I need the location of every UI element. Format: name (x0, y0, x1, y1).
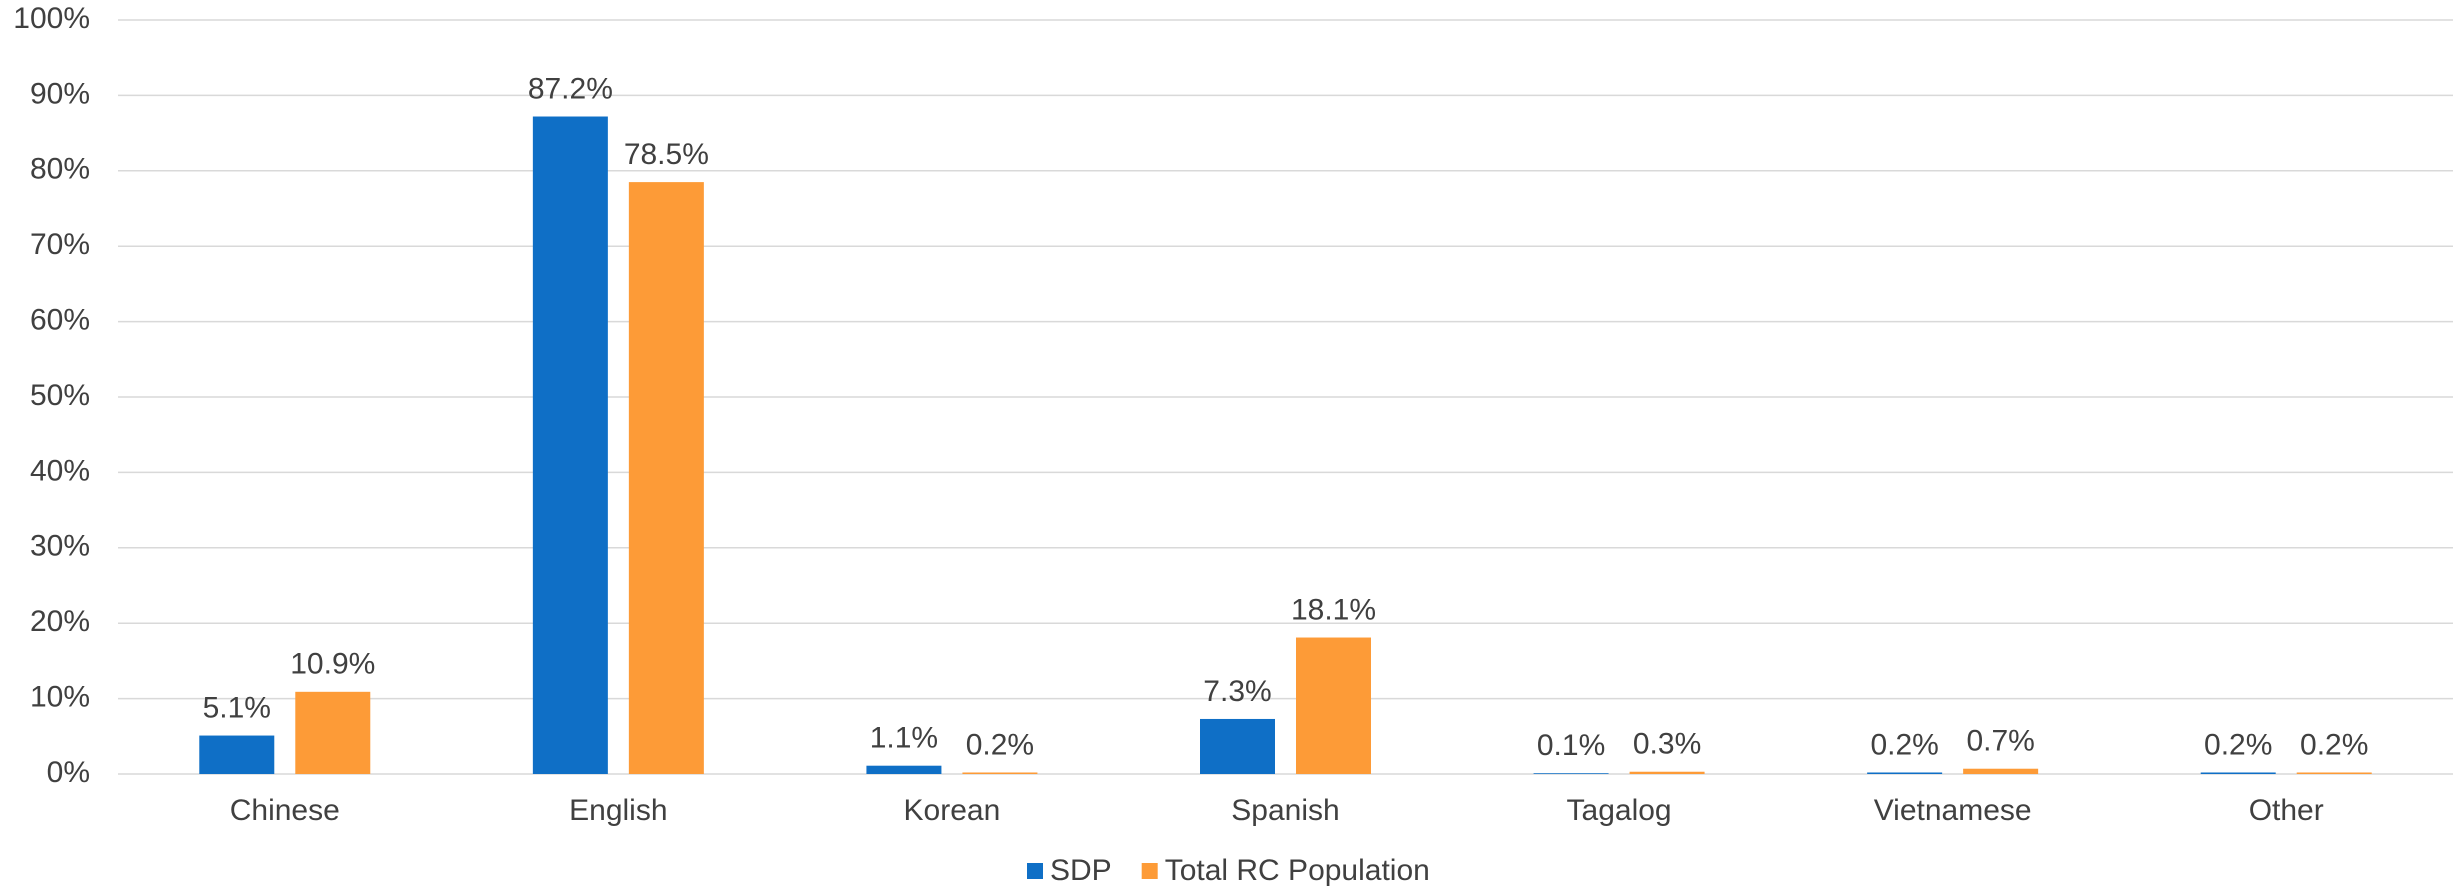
bar (1629, 771, 1705, 774)
legend-label: SDP (1050, 854, 1112, 887)
data-label: 87.2% (528, 72, 613, 105)
bar (1963, 768, 2039, 774)
bar (295, 691, 371, 774)
y-tick-label: 70% (30, 228, 90, 261)
y-tick-label: 20% (30, 605, 90, 638)
data-label: 78.5% (624, 138, 709, 171)
bar (2200, 772, 2276, 774)
data-label: 0.2% (1870, 728, 1938, 761)
x-tick-label: Vietnamese (1874, 794, 2032, 827)
x-tick-label: Korean (904, 794, 1001, 827)
data-label: 0.2% (966, 728, 1034, 761)
data-label: 7.3% (1203, 675, 1271, 708)
legend-swatch (1027, 863, 1043, 879)
bar (199, 735, 275, 774)
bar (532, 116, 608, 774)
bar (2296, 772, 2372, 774)
data-label: 18.1% (1291, 593, 1376, 626)
data-label: 0.1% (1537, 729, 1605, 762)
bar (1200, 718, 1275, 774)
x-tick-label: Chinese (230, 794, 340, 827)
x-tick-label: English (569, 794, 667, 827)
y-tick-label: 50% (30, 379, 90, 412)
y-tick-label: 60% (30, 304, 90, 337)
data-label: 5.1% (203, 691, 271, 724)
data-label: 0.2% (2204, 728, 2272, 761)
bar (962, 772, 1038, 774)
legend-label: Total RC Population (1165, 854, 1430, 887)
y-tick-label: 30% (30, 530, 90, 563)
x-tick-label: Other (2249, 794, 2324, 827)
bar (1867, 772, 1943, 774)
y-tick-label: 40% (30, 454, 90, 487)
y-tick-label: 100% (13, 2, 90, 35)
bar (866, 765, 942, 774)
data-label: 10.9% (290, 648, 375, 681)
data-label: 1.1% (870, 722, 938, 755)
x-tick-label: Tagalog (1567, 794, 1672, 827)
data-label: 0.2% (2300, 728, 2368, 761)
data-label: 0.3% (1633, 728, 1701, 761)
bar (1533, 773, 1609, 774)
bar (628, 182, 704, 775)
y-tick-label: 80% (30, 153, 90, 186)
y-tick-label: 0% (47, 756, 90, 789)
data-label: 0.7% (1966, 725, 2034, 758)
legend-swatch (1141, 863, 1158, 879)
bar (1296, 637, 1371, 774)
x-tick-label: Spanish (1231, 794, 1339, 827)
y-tick-label: 90% (30, 77, 90, 110)
y-tick-label: 10% (30, 681, 90, 714)
